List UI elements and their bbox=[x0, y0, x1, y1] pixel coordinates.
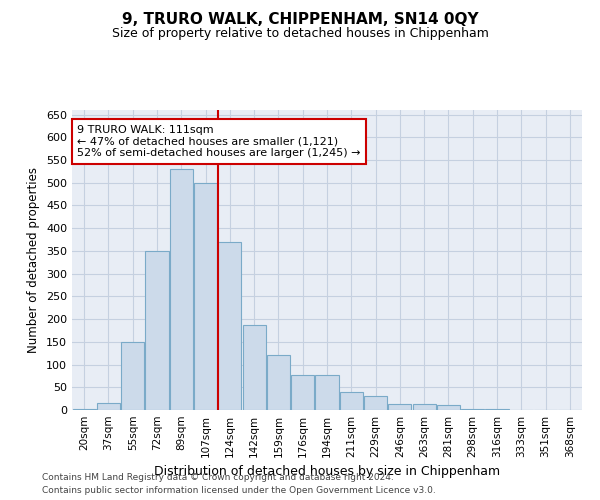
Bar bbox=[267, 354, 290, 410]
Bar bbox=[194, 182, 217, 410]
Bar bbox=[364, 396, 387, 410]
Bar bbox=[218, 242, 241, 410]
Bar bbox=[388, 404, 412, 410]
Bar bbox=[291, 374, 314, 410]
Text: 9, TRURO WALK, CHIPPENHAM, SN14 0QY: 9, TRURO WALK, CHIPPENHAM, SN14 0QY bbox=[122, 12, 478, 28]
Bar bbox=[485, 409, 509, 410]
Bar bbox=[97, 403, 120, 410]
Y-axis label: Number of detached properties: Number of detached properties bbox=[28, 167, 40, 353]
Text: Contains HM Land Registry data © Crown copyright and database right 2024.: Contains HM Land Registry data © Crown c… bbox=[42, 474, 394, 482]
Text: Size of property relative to detached houses in Chippenham: Size of property relative to detached ho… bbox=[112, 28, 488, 40]
Bar bbox=[437, 406, 460, 410]
Bar bbox=[170, 169, 193, 410]
Bar bbox=[316, 374, 338, 410]
Bar bbox=[242, 324, 266, 410]
Bar bbox=[121, 342, 144, 410]
Bar bbox=[145, 251, 169, 410]
Bar bbox=[73, 409, 95, 410]
Text: 9 TRURO WALK: 111sqm
← 47% of detached houses are smaller (1,121)
52% of semi-de: 9 TRURO WALK: 111sqm ← 47% of detached h… bbox=[77, 125, 361, 158]
X-axis label: Distribution of detached houses by size in Chippenham: Distribution of detached houses by size … bbox=[154, 466, 500, 478]
Bar bbox=[461, 409, 484, 410]
Bar bbox=[340, 392, 363, 410]
Bar bbox=[413, 404, 436, 410]
Text: Contains public sector information licensed under the Open Government Licence v3: Contains public sector information licen… bbox=[42, 486, 436, 495]
